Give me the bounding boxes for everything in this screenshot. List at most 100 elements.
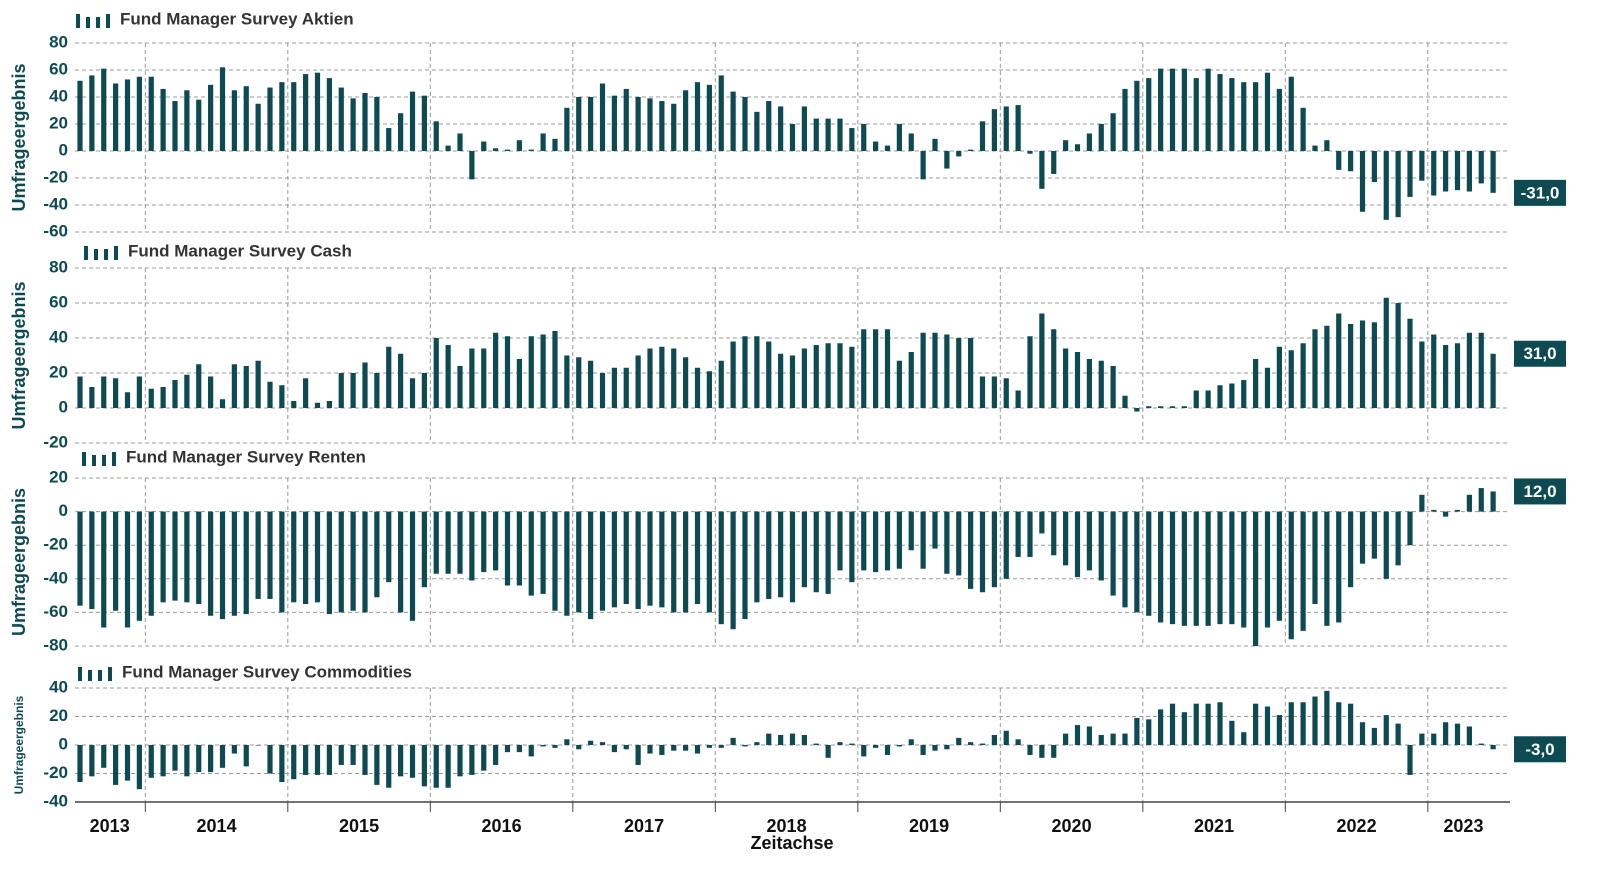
bar — [896, 745, 902, 747]
bar — [552, 138, 558, 151]
bar — [576, 511, 582, 613]
bar — [303, 511, 309, 604]
bar — [718, 75, 724, 151]
bar — [1074, 725, 1081, 745]
bar — [884, 145, 891, 151]
bar — [884, 511, 891, 571]
y-tick-label: 0 — [59, 140, 68, 159]
bar — [445, 345, 451, 408]
legend-icon — [108, 667, 112, 681]
legend-icon — [84, 246, 88, 260]
bar — [196, 364, 202, 408]
bar — [683, 357, 689, 408]
bar — [160, 387, 166, 408]
bar — [1383, 297, 1389, 408]
bar — [1359, 722, 1366, 745]
bar — [1276, 715, 1282, 745]
bar — [1336, 151, 1342, 170]
bar — [101, 745, 107, 768]
y-axis-title: Umfrageergebnis — [12, 695, 26, 794]
bar — [611, 367, 617, 408]
bar — [314, 72, 321, 151]
bar — [1146, 406, 1152, 408]
y-tick-label: -60 — [43, 602, 68, 621]
y-tick-label: -40 — [43, 568, 68, 587]
bar — [564, 355, 570, 408]
bar — [433, 338, 439, 408]
bar — [659, 101, 665, 151]
bar — [113, 378, 119, 408]
bar — [314, 402, 321, 408]
bar — [1490, 151, 1496, 193]
bar — [1454, 723, 1461, 745]
y-tick-label: -40 — [43, 194, 68, 213]
value-callout-label: 31,0 — [1523, 344, 1556, 363]
bar — [457, 745, 463, 777]
bar — [1051, 745, 1057, 758]
bar — [231, 745, 237, 754]
bar — [920, 151, 926, 180]
x-tick-label: 2018 — [767, 816, 807, 836]
bar — [718, 360, 724, 408]
bar — [766, 511, 772, 599]
bar — [89, 75, 95, 151]
bar — [386, 511, 392, 583]
bar — [754, 111, 760, 151]
bar — [825, 118, 831, 151]
bar — [528, 745, 534, 757]
bar — [243, 745, 249, 767]
bar — [837, 511, 843, 571]
bar — [1205, 511, 1211, 626]
bar — [433, 121, 439, 151]
bar — [160, 88, 166, 151]
bar — [599, 742, 606, 745]
bar — [1241, 380, 1247, 408]
bar — [1395, 303, 1401, 408]
bar — [77, 80, 83, 151]
bar — [362, 362, 368, 408]
bar — [552, 331, 558, 408]
bar — [1454, 151, 1461, 191]
bar — [896, 360, 902, 408]
bar — [1241, 82, 1247, 151]
y-tick-label: 20 — [49, 467, 68, 486]
y-tick-label: 20 — [49, 362, 68, 381]
bar — [89, 387, 95, 408]
bar — [326, 511, 332, 615]
bar — [457, 511, 463, 574]
bar — [374, 97, 380, 151]
bar — [1110, 113, 1116, 151]
bar — [1193, 78, 1199, 151]
bar — [101, 68, 107, 151]
bar — [1027, 745, 1033, 755]
legend-icon — [102, 455, 106, 466]
x-tick-label: 2021 — [1194, 816, 1234, 836]
bar — [481, 511, 487, 573]
legend-icon — [96, 17, 100, 28]
bar — [1217, 74, 1223, 151]
legend-icon — [92, 455, 96, 466]
legend-label: Fund Manager Survey Aktien — [120, 9, 354, 28]
bar — [350, 373, 356, 408]
bar — [1395, 151, 1401, 218]
bar — [77, 376, 83, 408]
bar — [184, 745, 190, 777]
y-tick-label: 20 — [49, 706, 68, 725]
bar — [789, 733, 796, 745]
bar — [1443, 511, 1449, 517]
bar — [398, 353, 404, 408]
bar — [255, 360, 261, 408]
bar — [599, 83, 606, 151]
bar — [267, 511, 273, 599]
bar — [101, 376, 107, 408]
bar — [362, 92, 368, 151]
bar — [303, 74, 309, 151]
bar — [136, 76, 142, 151]
bar — [1264, 367, 1271, 408]
bar — [908, 352, 914, 408]
y-tick-label: -20 — [43, 535, 68, 554]
bar — [1098, 735, 1104, 745]
bar — [1063, 348, 1069, 408]
bar — [932, 332, 938, 408]
